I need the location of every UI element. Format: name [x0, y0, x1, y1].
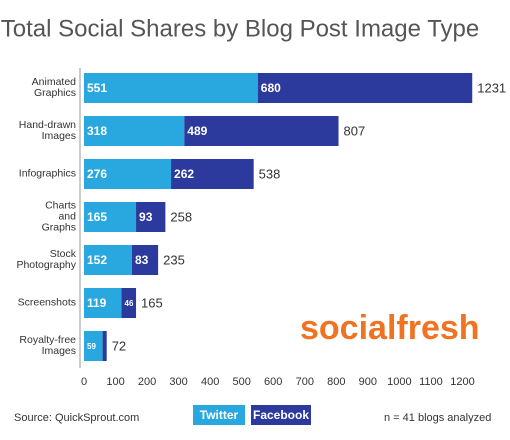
x-tick-label: 800 [327, 376, 345, 388]
legend-label: Twitter [200, 408, 239, 422]
value-label: 93 [139, 210, 153, 224]
legend-swatch [193, 405, 245, 425]
x-tick-label: 700 [296, 376, 314, 388]
x-tick-label: 1000 [387, 376, 411, 388]
y-tick-label: Royalty-free Images [19, 334, 76, 357]
total-label: 258 [170, 209, 192, 224]
y-tick-label: Charts and Graphs [41, 199, 76, 234]
bar-segment [84, 73, 258, 103]
brand: socialfresh [300, 309, 480, 347]
value-label: 46 [125, 299, 134, 308]
x-tick-label: 900 [359, 376, 377, 388]
value-label: 276 [87, 167, 107, 181]
x-tick-label: 200 [138, 376, 156, 388]
total-label: 72 [112, 338, 126, 353]
bar-segment [184, 116, 339, 146]
value-label: 119 [87, 296, 107, 310]
bar-segment [84, 116, 185, 146]
bar-segment [102, 331, 107, 361]
value-label: 165 [87, 210, 107, 224]
y-tick-label: Screenshots [17, 296, 76, 309]
bar-segment [171, 159, 254, 189]
value-label: 318 [87, 124, 107, 138]
total-label: 165 [141, 295, 163, 310]
bar-segment [84, 159, 172, 189]
bar-segment [136, 202, 166, 232]
x-tick-label: 100 [106, 376, 124, 388]
value-label: 152 [87, 253, 107, 267]
value-label: 489 [187, 124, 207, 138]
legend-swatch [251, 405, 311, 425]
chart-title: Total Social Shares by Blog Post Image T… [1, 15, 480, 42]
total-label: 538 [259, 166, 281, 181]
y-tick-label: Infographics [18, 167, 76, 180]
x-tick-label: 0 [81, 376, 87, 388]
y-tick-label: Hand-drawn Images [18, 119, 76, 142]
bar-segment [84, 245, 132, 275]
value-label: 262 [174, 167, 194, 181]
legend-label: Facebook [253, 408, 309, 422]
value-label: 680 [261, 81, 281, 95]
total-label: 807 [344, 123, 366, 138]
value-label: 59 [87, 342, 96, 351]
x-tick-label: 300 [169, 376, 187, 388]
total-label: 235 [163, 252, 185, 267]
total-label: 1231 [477, 80, 506, 95]
note: n = 41 blogs analyzed [384, 412, 491, 424]
value-label: 83 [135, 253, 149, 267]
y-tick-label: Stock Photography [16, 248, 76, 271]
bar-segment [131, 245, 159, 275]
value-label: 551 [87, 81, 107, 95]
y-tick-label: Animated Graphics [31, 76, 76, 99]
source: Source: QuickSprout.com [14, 412, 139, 424]
bar-segment [84, 331, 103, 361]
x-tick-label: 1100 [419, 376, 443, 388]
bar-segment [121, 288, 137, 318]
x-tick-label: 1200 [450, 376, 474, 388]
bar-segment [84, 202, 137, 232]
bar-segment [84, 288, 122, 318]
x-tick-label: 400 [201, 376, 219, 388]
x-tick-label: 500 [233, 376, 251, 388]
bar-segment [257, 73, 473, 103]
x-tick-label: 600 [264, 376, 282, 388]
